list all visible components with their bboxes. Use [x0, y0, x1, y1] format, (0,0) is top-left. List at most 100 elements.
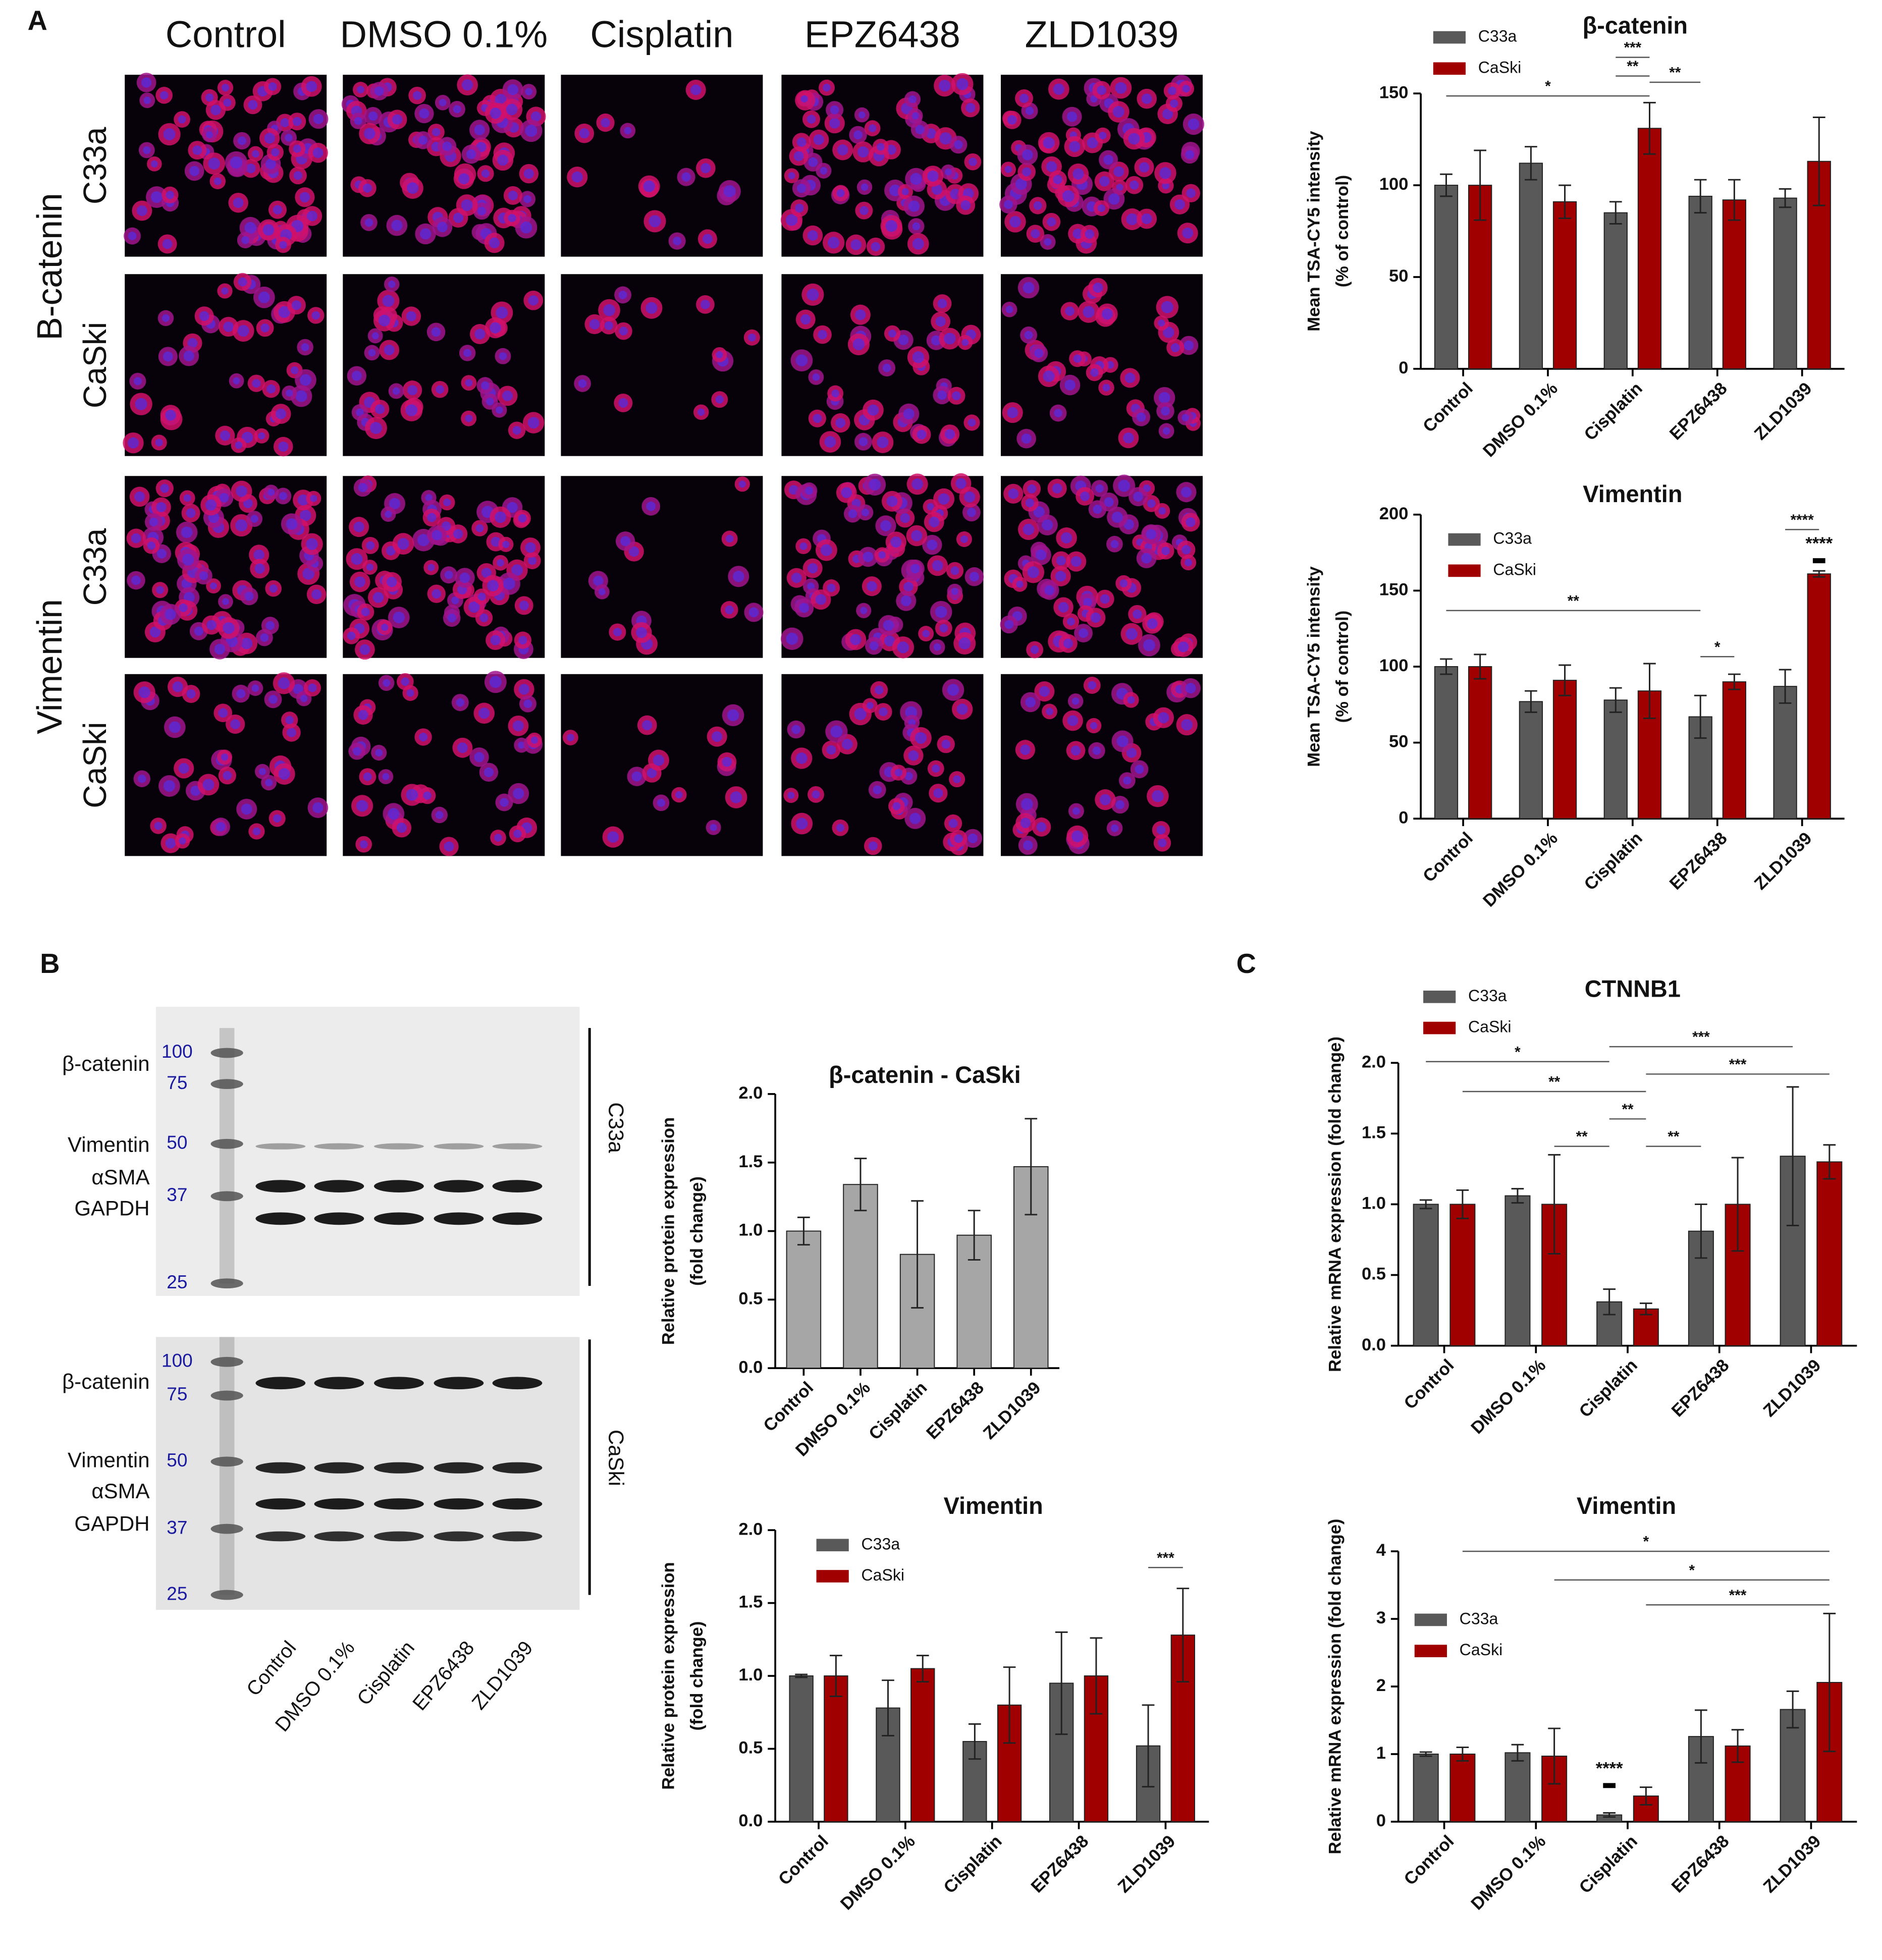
band-label: Vimentin	[68, 1448, 150, 1472]
nucleus	[312, 147, 324, 158]
ladder-band	[210, 1456, 243, 1467]
protein-band	[314, 1212, 364, 1225]
nucleus	[453, 105, 461, 114]
nucleus	[869, 641, 879, 650]
nucleus	[931, 335, 942, 346]
group-label: Vimentin	[30, 599, 69, 734]
y-tick-label: 0.0	[1362, 1335, 1386, 1354]
ladder-label: 100	[162, 1350, 193, 1371]
nucleus	[297, 494, 309, 506]
nucleus	[268, 82, 277, 91]
bar	[1449, 1753, 1476, 1822]
nucleus	[1033, 506, 1045, 518]
bar	[1468, 666, 1492, 820]
y-tick-label: 2.0	[738, 1083, 763, 1103]
row-label: CaSki	[77, 722, 113, 808]
nucleus	[1036, 549, 1047, 561]
nucleus	[210, 582, 218, 590]
nucleus	[481, 169, 490, 178]
nucleus	[523, 169, 534, 179]
band-label: GAPDH	[74, 1196, 149, 1220]
nucleus	[1067, 715, 1079, 726]
nucleus	[725, 534, 734, 543]
bar	[1552, 201, 1577, 369]
nucleus	[861, 508, 870, 517]
nucleus	[593, 575, 604, 586]
nucleus	[1182, 85, 1190, 93]
nucleus	[1058, 602, 1069, 613]
nucleus	[831, 389, 839, 398]
nucleus	[807, 230, 818, 241]
y-axis-label: Relative protein expression	[659, 1117, 678, 1345]
protein-band	[314, 1377, 364, 1390]
nucleus	[939, 132, 952, 145]
nucleus	[1023, 840, 1033, 850]
nucleus	[423, 791, 432, 800]
chart-title: Vimentin	[1583, 481, 1682, 507]
nucleus	[313, 114, 324, 124]
protein-band	[255, 1498, 306, 1510]
nucleus	[1063, 638, 1073, 648]
nucleus	[525, 542, 536, 553]
nucleus	[827, 583, 836, 592]
nucleus	[1100, 594, 1110, 604]
y-tick-label: 0.0	[738, 1357, 763, 1377]
y-tick-label: 1.0	[1362, 1194, 1386, 1213]
nucleus	[465, 379, 473, 387]
y-tick-label: 3	[1376, 1608, 1386, 1627]
ladder-label: 25	[167, 1583, 187, 1604]
nucleus	[1141, 213, 1152, 225]
nucleus	[830, 105, 839, 115]
ladder-band	[210, 1390, 243, 1401]
nucleus	[1009, 215, 1021, 228]
nucleus	[1025, 697, 1036, 707]
bar	[1688, 195, 1712, 369]
nucleus	[149, 517, 158, 527]
nucleus	[133, 377, 142, 386]
nucleus	[238, 277, 247, 287]
nucleus	[392, 114, 403, 125]
nucleus	[216, 822, 226, 832]
nucleus	[233, 377, 240, 385]
nucleus	[1097, 85, 1107, 95]
nucleus	[300, 374, 312, 386]
nucleus	[457, 742, 468, 753]
nucleus	[1095, 484, 1104, 493]
nucleus	[156, 549, 167, 559]
nucleus	[1072, 168, 1084, 180]
nucleus	[301, 343, 309, 351]
y-axis-label: Relative protein expression	[659, 1562, 678, 1789]
nucleus	[796, 818, 808, 830]
nucleus	[496, 406, 503, 414]
nucleus	[183, 350, 194, 361]
nucleus	[1115, 800, 1125, 809]
nucleus	[956, 703, 968, 715]
nucleus	[877, 437, 889, 449]
nucleus	[938, 493, 950, 505]
nucleus	[137, 774, 146, 783]
nucleus	[1092, 746, 1101, 755]
nucleus	[969, 572, 980, 582]
nucleus	[276, 408, 287, 419]
nucleus	[443, 499, 451, 507]
nucleus	[530, 111, 542, 122]
nucleus	[496, 306, 508, 319]
nucleus	[628, 546, 639, 557]
nucleus	[1161, 301, 1173, 313]
bar	[1722, 199, 1747, 369]
nucleus	[1101, 308, 1113, 320]
nucleus	[690, 84, 702, 95]
cell-line-label: C33a	[604, 1102, 628, 1153]
nucleus	[908, 200, 920, 212]
ladder-band	[210, 1523, 243, 1534]
nucleus	[829, 118, 840, 129]
nucleus	[960, 200, 971, 210]
nucleus	[1156, 825, 1166, 835]
y-tick-label: 1.0	[738, 1221, 763, 1240]
significance: ****	[1596, 1759, 1623, 1778]
nucleus	[169, 721, 181, 733]
nucleus	[131, 575, 141, 585]
nucleus	[1062, 190, 1074, 202]
legend-swatch	[816, 1570, 849, 1583]
nucleus	[1033, 201, 1042, 210]
